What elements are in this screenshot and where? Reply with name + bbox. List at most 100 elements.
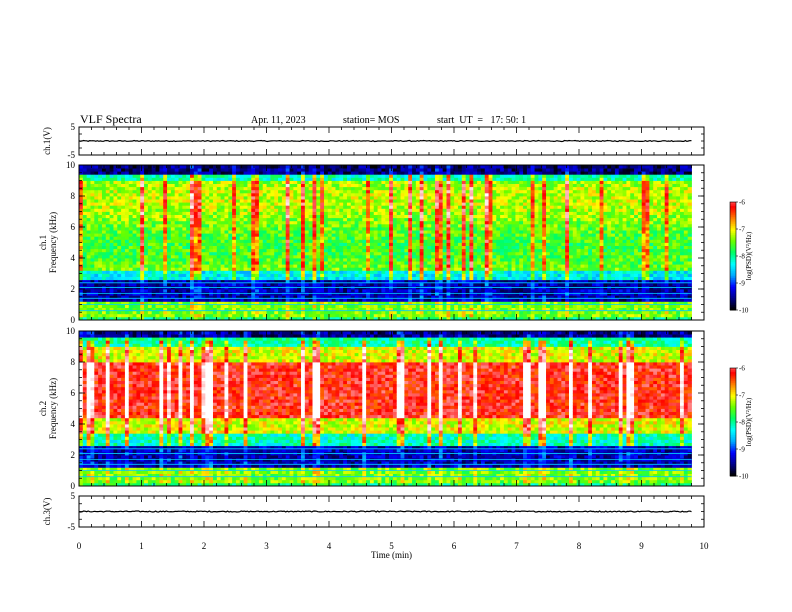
spectrogram-cell [408,289,413,293]
spectrogram-cell [205,174,210,178]
spectrogram-cell [159,298,164,302]
spectrogram-cell [155,316,160,321]
spectrogram-cell [190,316,195,321]
spectrogram-cell [266,208,271,212]
spectrogram-cell [136,217,141,222]
spectrogram-cell [339,220,344,225]
spectrogram-cell [262,298,267,302]
spectrogram-cell [216,264,222,268]
spectrogram-cell [415,177,421,181]
spectrogram-cell [101,276,107,281]
spectrogram-cell [82,242,88,246]
spectrogram-cell [170,251,176,256]
spectrogram-cell [124,168,130,172]
spectrogram-cell [251,220,256,225]
spectrogram-cell [94,180,99,184]
spectrogram-cell [312,261,317,265]
spectrogram-cell [412,295,417,299]
spectrogram-cell [366,270,371,274]
spectrogram-cell [105,248,111,253]
spectrogram-cell [427,310,432,315]
spectrogram-cell [205,258,210,262]
spectrogram-cell [243,202,248,206]
spectrogram-cell [216,313,222,318]
spectrogram-cell [369,295,375,299]
spectrogram-cell [182,189,187,194]
spectrogram-cell [124,267,130,271]
spectrogram-cell [408,261,413,265]
spectrogram-cell [362,196,367,200]
spectrogram-cell [358,289,363,293]
spectrogram-cell [170,186,176,191]
spectrogram-cell [308,183,313,188]
spectrogram-cell [308,192,313,197]
spectrogram-cell [304,208,310,212]
spectrogram-cell [144,270,149,274]
spectrogram-cell [140,171,145,175]
spectrogram-cell [163,168,168,172]
spectrogram-cell [186,174,191,178]
spectrogram-cell [235,227,241,231]
spectrogram-cell [90,192,95,197]
spectrogram-cell [285,261,290,265]
spectrogram-cell [159,217,164,222]
spectrogram-cell [412,273,417,277]
spectrogram-cell [155,233,160,237]
spectrogram-cell [362,236,367,240]
spectrogram-cell [94,264,99,268]
spectrogram-cell [289,230,294,234]
spectrogram-cell [366,202,371,206]
spectrogram-cell [396,273,401,277]
spectrogram-cell [124,248,130,253]
spectrogram-cell [140,301,145,305]
spectrogram-cell [182,316,187,321]
spectrogram-cell [308,289,313,293]
spectrogram-cell [381,171,386,175]
spectrogram-cell [301,223,306,228]
spectrogram-cell [316,192,321,197]
spectrogram-cell [327,301,333,305]
spectrogram-cell [159,313,164,318]
spectrogram-cell [435,273,440,277]
spectrogram-cell [121,267,126,271]
spectrogram-cell [147,223,153,228]
spectrogram-cell [281,174,287,178]
spectrogram-cell [396,236,401,240]
spectrogram-cell [167,251,172,256]
spectrogram-cell [174,196,179,200]
spectrogram-cell [377,239,382,243]
spectrogram-cell [392,186,398,191]
spectrogram-cell [167,171,172,175]
spectrogram-cell [255,196,260,200]
spectrogram-cell [98,227,103,231]
spectrogram-cell [354,316,359,321]
spectrogram-cell [151,298,156,302]
spectrogram-cell [362,205,367,209]
spectrogram-cell [105,304,111,308]
spectrogram-cell [369,242,375,246]
spectrogram-cell [132,180,137,184]
spectrogram-cell [167,264,172,268]
spectrogram-cell [113,220,118,225]
spectrogram-cell [408,301,413,305]
spectrogram-cell [255,230,260,234]
spectrogram-cell [335,273,340,277]
spectrogram-cell [113,251,118,256]
spectrogram-cell [101,282,107,287]
spectrogram-cell [228,180,233,184]
spectrogram-cell [324,261,329,265]
spectrogram-cell [297,267,302,271]
spectrogram-cell [98,273,103,277]
spectrogram-cell [392,233,398,237]
spectrogram-cell [105,174,111,178]
spectrogram-cell [235,301,241,305]
spectrogram-cell [235,316,241,321]
spectrogram-cell [301,258,306,262]
spectrogram-cell [79,165,84,169]
spectrogram-cell [404,307,409,312]
spectrogram-cell [281,276,287,281]
spectrogram-cell [124,279,130,284]
spectrogram-cell [346,230,352,234]
spectrogram-cell [163,307,168,312]
spectrogram-cell [389,276,394,281]
